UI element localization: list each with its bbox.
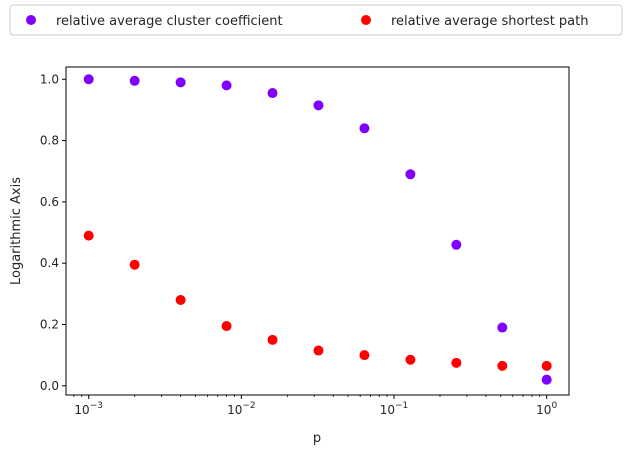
y-axis: 0.0 0.2 0.4 0.6 0.8 1.0 (40, 72, 66, 393)
cluster-coefficient-point (405, 169, 416, 180)
cluster-coefficient-point (313, 100, 324, 111)
y-tick-label: 0.2 (40, 317, 59, 331)
y-tick-label: 1.0 (40, 72, 59, 86)
cluster-coefficient-point (83, 74, 94, 85)
cluster-coefficient-point (267, 88, 278, 99)
legend-label-path: relative average shortest path (391, 14, 588, 29)
cluster-coefficient-point (129, 75, 140, 86)
legend-label-cluster: relative average cluster coefficient (56, 14, 283, 29)
x-tick-label: 10−2 (227, 401, 256, 417)
x-tick-label: 10−1 (380, 401, 409, 417)
shortest-path-point (497, 360, 508, 371)
x-tick-label: 10−3 (74, 401, 103, 417)
shortest-path-point (221, 321, 232, 332)
shortest-path-point (541, 360, 552, 371)
y-tick-label: 0.6 (40, 195, 59, 209)
x-axis-label: p (313, 431, 321, 446)
legend: relative average cluster coefficient rel… (9, 4, 623, 36)
cluster-coefficient-point (451, 239, 462, 250)
y-axis-label: Logarithmic Axis (9, 177, 24, 285)
cluster-coefficient-point (497, 322, 508, 333)
shortest-path-point (405, 354, 416, 365)
shortest-path-point (129, 259, 140, 270)
y-tick-label: 0.4 (40, 256, 59, 270)
legend-marker-path (361, 15, 371, 25)
legend-marker-cluster (26, 15, 36, 25)
cluster-coefficient-point (359, 123, 370, 134)
shortest-path-point (175, 294, 186, 305)
shortest-path-point (451, 357, 462, 368)
shortest-path-point (83, 230, 94, 241)
y-tick-label: 0.0 (40, 379, 59, 393)
cluster-coefficient-point (175, 77, 186, 88)
y-tick-label: 0.8 (40, 134, 59, 148)
shortest-path-point (359, 350, 370, 361)
x-tick-label: 100 (536, 401, 557, 417)
plot-area (65, 66, 570, 396)
cluster-coefficient-point (221, 80, 232, 91)
x-axis: 10−3 10−2 10−1 100 (73, 395, 557, 417)
legend-frame (9, 4, 623, 36)
shortest-path-point (267, 334, 278, 345)
cluster-coefficient-point (541, 374, 552, 385)
shortest-path-point (313, 345, 324, 356)
data-points (83, 74, 552, 385)
